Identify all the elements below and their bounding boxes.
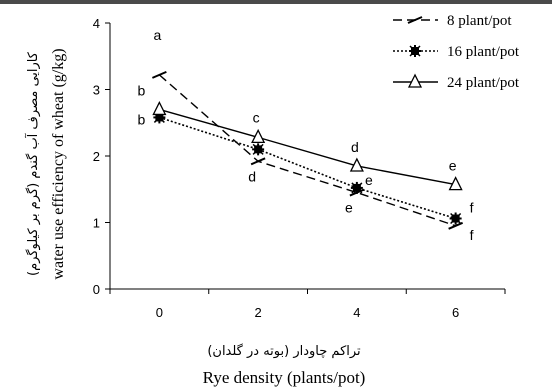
significance-letter: d: [248, 168, 256, 184]
series-1-point: [250, 157, 266, 166]
x-tick-label: 0: [156, 305, 163, 320]
x-tick-label: 2: [255, 305, 262, 320]
x-tick-label: 4: [353, 305, 360, 320]
significance-letter: b: [137, 82, 145, 98]
series-2-point: [449, 212, 462, 225]
axes: 0 1 2 3 4 0 2 4 6: [93, 16, 506, 320]
y-axis-label-fa: کارایی مصرف آب گندم (گرم بر کیلوگرم): [24, 51, 41, 276]
series-2-point: [350, 181, 363, 194]
significance-letter: d: [351, 139, 359, 155]
y-tick-label: 4: [93, 16, 100, 31]
y-tick-label: 0: [93, 282, 100, 297]
x-axis-label-en: Rye density (plants/pot): [203, 368, 366, 387]
top-border-bar: [0, 0, 552, 4]
series-3-point: [349, 157, 364, 172]
series-1: a d e f: [151, 27, 474, 243]
legend: 8 plant/pot 16 plant/pot 24 plant/pot: [393, 13, 520, 91]
legend-item: 24 plant/pot: [393, 73, 520, 91]
legend-item: 8 plant/pot: [393, 13, 512, 29]
series-3-point: [251, 128, 266, 144]
legend-label: 8 plant/pot: [447, 13, 512, 29]
significance-letter: e: [345, 200, 353, 216]
legend-marker: [407, 16, 423, 24]
series-1-point: [151, 70, 167, 79]
y-axis-label-en: water use efficiency of wheat (g/kg): [50, 48, 67, 279]
y-tick-label: 1: [93, 216, 100, 231]
significance-letter: c: [253, 109, 260, 125]
series-3-point: [448, 176, 463, 191]
y-tick-label: 2: [93, 149, 100, 164]
significance-letter: f: [470, 227, 474, 243]
series-2-point: [252, 143, 265, 156]
significance-letter: a: [153, 27, 161, 43]
significance-letter: e: [365, 172, 373, 188]
series-2: b e f: [137, 111, 474, 225]
series-2-line: [159, 116, 456, 220]
x-axis-label-fa: تراکم چاودار (بوته در گلدان): [207, 343, 361, 359]
x-tick-label: 6: [452, 305, 459, 320]
legend-marker: [407, 73, 423, 88]
series-1-line: [158, 74, 456, 227]
series-layer: a d e f b e f b c d e: [137, 27, 473, 243]
legend-marker: [409, 45, 421, 57]
y-tick-label: 3: [93, 83, 100, 98]
significance-letter: e: [449, 158, 457, 174]
significance-letter: f: [470, 200, 474, 216]
significance-letter: b: [137, 111, 145, 127]
legend-label: 24 plant/pot: [447, 75, 520, 91]
series-3: b c d e: [137, 82, 463, 191]
legend-item: 16 plant/pot: [393, 44, 520, 60]
series-3-line: [159, 108, 456, 186]
legend-label: 16 plant/pot: [447, 44, 520, 60]
series-3-point: [152, 100, 167, 116]
